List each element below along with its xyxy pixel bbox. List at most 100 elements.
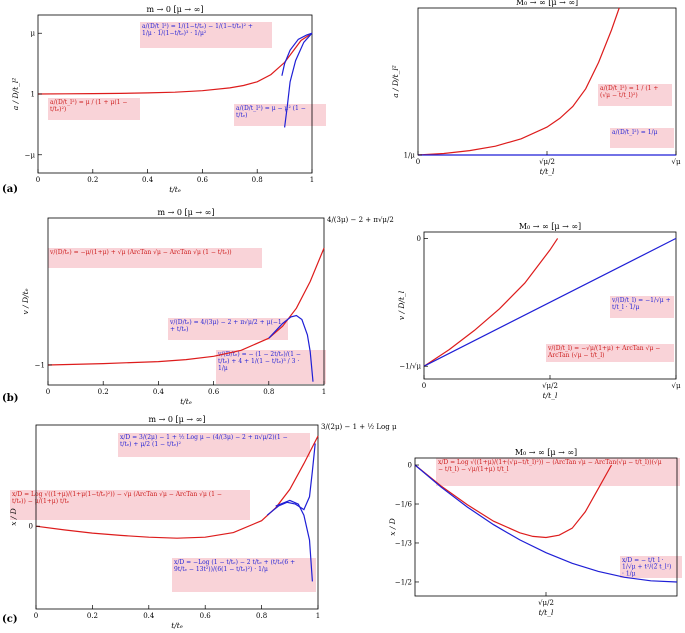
- series-line: [284, 32, 313, 128]
- chart-b-right: v/(D/t_l) = −1/√μ +t/t_l · 1/μ v/(D/t_l) …: [397, 222, 681, 400]
- x-axis-label: t/tₑ: [171, 621, 183, 630]
- x-tick-label: 1: [322, 388, 326, 396]
- annotation-text: t/tₑ): [236, 112, 248, 119]
- x-axis-label: t/t_l: [540, 167, 555, 176]
- series-line: [37, 32, 313, 95]
- y-axis-label: x / D: [388, 518, 397, 536]
- annotation-text: t/tₑ)) − μ/(1+μ) t/tₑ: [12, 498, 70, 505]
- y-axis-label: a / D/t_l²: [11, 78, 20, 110]
- annotation-text: 9t/tₑ − 13t²))/(6(1 − t/tₑ)²) · 1/μ: [174, 566, 268, 573]
- x-tick-label: √μ: [671, 158, 680, 166]
- x-tick-label: 1: [310, 176, 314, 184]
- y-tick-label: −1/2: [395, 578, 412, 586]
- annotation-text: t/tₑ) + μ/2 (1 − t/tₑ)²: [120, 441, 182, 448]
- charts-layer: a/(D/t_l²) = 1/(1−t/tₑ) − 1/(1−t/tₑ)² +1…: [9, 0, 682, 630]
- x-tick-label: 0.4: [143, 612, 155, 620]
- annotation-text: + t/tₑ): [170, 326, 188, 333]
- y-tick-label: 0: [408, 462, 412, 470]
- y-tick-label: 1/μ: [404, 152, 416, 160]
- panel-label-c: (c): [2, 614, 18, 625]
- annotation-text: ArcTan (√μ − t/t_l): [547, 352, 604, 359]
- x-axis-label: t/tₑ: [169, 185, 181, 194]
- series-line: [268, 314, 314, 382]
- x-tick-label: 0.6: [200, 612, 212, 620]
- annotation-text: t/tₑ) + 4 + 1/(1 − t/tₑ)³ / 3 ·: [218, 358, 299, 365]
- x-tick-label: 0: [34, 612, 38, 620]
- annotation-box: [610, 296, 674, 318]
- annotation-text: 1/μ · 1/(1−t/tₑ)³ · 1/μ²: [142, 30, 207, 37]
- series-line: [275, 499, 313, 582]
- x-tick-label: 0: [422, 382, 426, 390]
- annotation-box: [168, 318, 288, 340]
- chart-b-left: v/(D/tₑ) = −μ/(1+μ) + √μ (ArcTan √μ − Ar…: [21, 208, 394, 406]
- annotation-box: [140, 22, 272, 48]
- annotation-text: a/(D/t_l²) = μ / (1 + μ(1 −: [50, 99, 127, 106]
- annotation-box: [216, 350, 326, 384]
- series-line: [414, 464, 678, 583]
- chart-a-right: a/(D/t_l²) = 1 / (1 +(√μ − t/t_l)²) a/(D/…: [391, 0, 681, 176]
- annotation-text: t/t_l · 1/μ: [612, 304, 639, 311]
- x-axis-label: t/t_l: [539, 608, 554, 617]
- annotation-text: v/(D/tₑ) = − (1 − 2t/tₑ)/(1 −: [217, 351, 301, 358]
- annotation-text: 1/μ: [218, 365, 228, 372]
- annotation-text: a/(D/t_l²) = 1/(1−t/tₑ) − 1/(1−t/tₑ)² +: [142, 23, 253, 30]
- annotation-text: v/(D/tₑ) = −μ/(1+μ) + √μ (ArcTan √μ − Ar…: [49, 249, 232, 256]
- series-line: [417, 7, 620, 156]
- x-tick-label: 0: [416, 158, 420, 166]
- right-edge-label: 4/(3μ) − 2 + π√μ/2: [327, 216, 394, 224]
- annotation-box: [234, 104, 326, 126]
- x-tick-label: 0.6: [208, 388, 220, 396]
- series-line: [35, 435, 319, 539]
- x-tick-label: 0.8: [256, 612, 267, 620]
- annotation-text: v/(D/t_l) = −√μ/(1+μ) + ArcTan √μ −: [547, 345, 660, 352]
- y-tick-label: −1: [35, 361, 45, 369]
- annotation-text: x/D = Log √((1+μ)/(1+μ(1−t/tₑ)²)) − √μ (…: [12, 491, 222, 498]
- chart-title: M₀ → ∞ [μ → ∞]: [516, 0, 578, 7]
- y-tick-label: 0: [29, 523, 33, 531]
- chart-c-left: x/D = 3/(2μ) − 1 + ½ Log μ − (4/(3μ) − 2…: [9, 415, 397, 630]
- x-tick-label: 0.6: [197, 176, 209, 184]
- annotation-text: x/D = 3/(2μ) − 1 + ½ Log μ − (4/(3μ) − 2…: [120, 434, 288, 441]
- y-tick-label: μ: [30, 30, 35, 38]
- annotation-text: x/D = Log √((1+μ)/(1+(√μ−t/t_l)²)) − (Ar…: [438, 459, 662, 466]
- series-line: [47, 247, 325, 366]
- annotation-text: x/D = − t/t_l ·: [622, 557, 664, 564]
- x-tick-label: 0.8: [263, 388, 274, 396]
- chart-title: m → 0 [μ → ∞]: [158, 208, 215, 217]
- y-axis-label: a / D/t_l²: [391, 65, 400, 97]
- annotation-text: t/tₑ)²): [50, 106, 66, 113]
- x-tick-label: √μ/2: [542, 382, 558, 390]
- y-axis-label: x / D: [9, 508, 18, 526]
- chart-title: m → 0 [μ → ∞]: [147, 5, 204, 14]
- plot-frame: [47, 217, 325, 386]
- annotation-box: [10, 490, 250, 520]
- series-line: [281, 32, 313, 76]
- annotation-text: 1/√μ + t²/(2 t_l²): [622, 564, 671, 571]
- chart-c-right: x/D = Log √((1+μ)/(1+(√μ−t/t_l)²)) − (Ar…: [388, 448, 682, 617]
- x-tick-label: 0.4: [153, 388, 165, 396]
- chart-title: M₀ → ∞ [μ → ∞]: [515, 448, 577, 457]
- x-tick-label: 0: [46, 388, 50, 396]
- y-tick-label: −1/3: [395, 539, 412, 547]
- annotation-text: a/(D/t_l²) = 1/μ: [612, 129, 658, 136]
- x-axis-label: t/t_l: [543, 391, 558, 400]
- annotation-text: x/D = −Log (1 − t/tₑ) − 2 t/tₑ + (t/tₑ(6…: [174, 559, 295, 566]
- x-axis-label: t/tₑ: [180, 397, 192, 406]
- plot-frame: [35, 424, 319, 610]
- y-tick-label: −1/√μ: [399, 363, 421, 371]
- annotation-box: [118, 433, 310, 457]
- annotation-box: [620, 556, 682, 578]
- y-tick-label: −1/6: [395, 501, 413, 509]
- chart-a-left: a/(D/t_l²) = 1/(1−t/tₑ) − 1/(1−t/tₑ)² +1…: [11, 5, 326, 194]
- annotation-text: v/(D/t_l) = −1/√μ +: [611, 297, 671, 304]
- x-tick-label: 0: [36, 176, 40, 184]
- y-tick-label: 1: [31, 91, 35, 99]
- annotation-text: v/(D/tₑ) = 4/(3μ) − 2 + π√μ/2 + μ(−1: [169, 319, 282, 326]
- x-tick-label: 0.2: [87, 176, 98, 184]
- panel-label-a: (a): [2, 184, 18, 195]
- annotation-box: [436, 458, 680, 486]
- annotation-box: [172, 558, 316, 592]
- annotation-text: a/(D/t_l²) = 1 / (1 +: [600, 85, 658, 92]
- annotation-box: [598, 84, 672, 106]
